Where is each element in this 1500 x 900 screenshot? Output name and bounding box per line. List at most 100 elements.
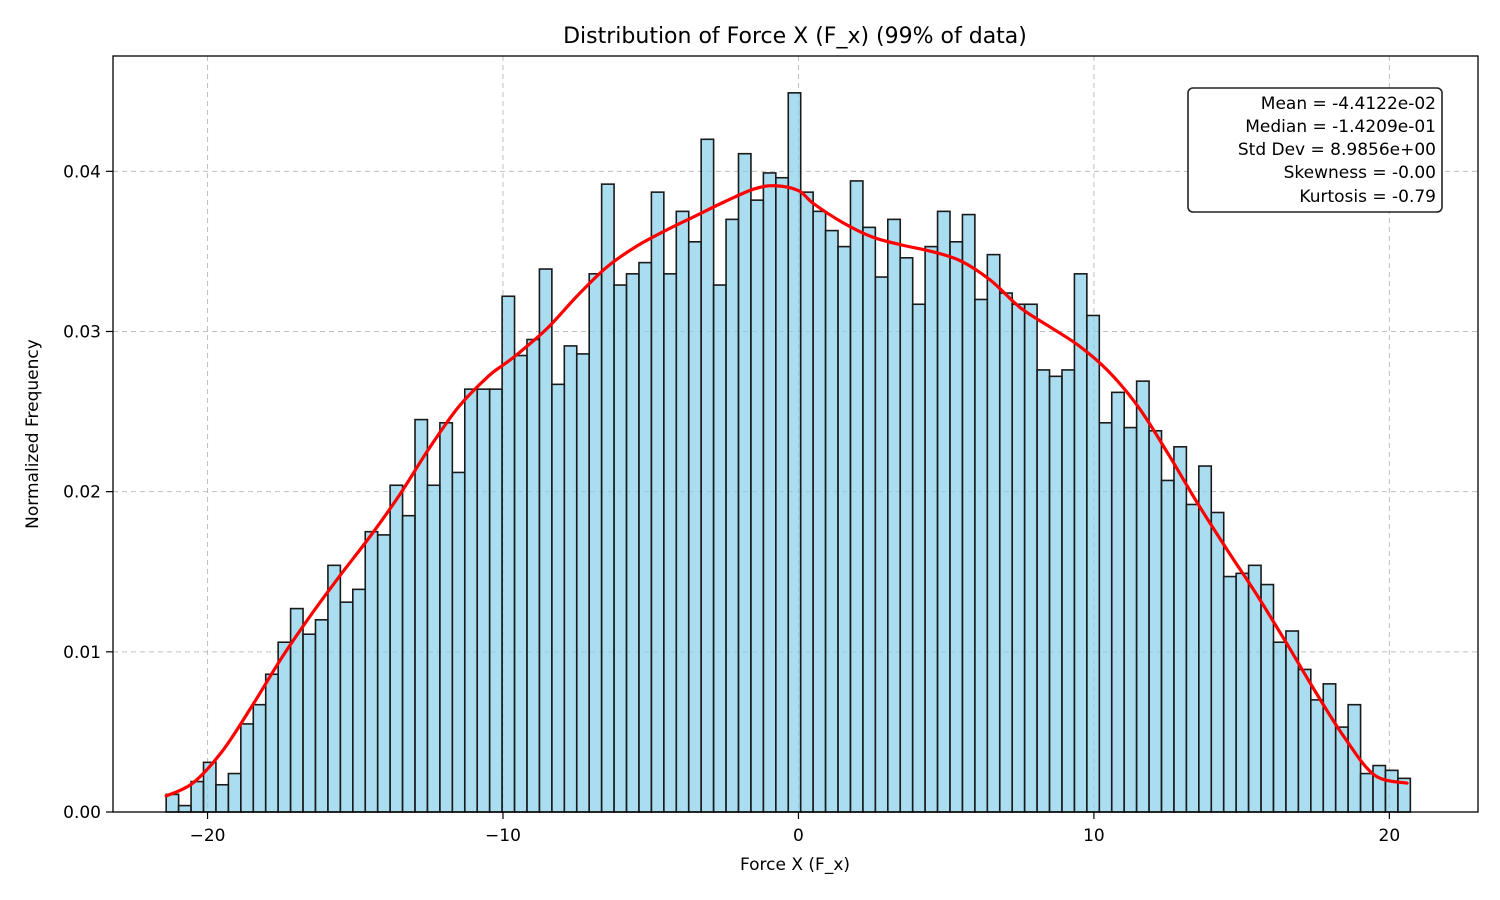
histogram-bar-14 (339, 601, 354, 813)
histogram-bar-19 (401, 514, 416, 813)
histogram-bar-59 (899, 257, 914, 813)
x-tick-label-3: 10 (1083, 826, 1105, 846)
histogram-bar-25 (476, 388, 491, 813)
histogram-bar-7 (252, 703, 267, 813)
x-tick-label-2: 0 (793, 826, 804, 846)
histogram-bar-49 (775, 176, 790, 813)
histogram-bar-73 (1073, 273, 1088, 813)
histogram-bar-32 (563, 345, 578, 813)
histogram-bar-84 (1210, 511, 1225, 813)
histogram-bar-46 (737, 152, 752, 813)
histogram-bar-44 (712, 284, 727, 813)
histogram-bar-87 (1247, 564, 1262, 813)
histogram-bar-21 (426, 484, 441, 813)
histogram-bar-52 (812, 210, 827, 813)
histogram-bar-36 (613, 284, 628, 813)
histogram-bar-26 (488, 388, 503, 813)
y-axis-label: Normalized Frequency (23, 339, 43, 529)
plot-frame (112, 55, 1479, 813)
histogram-bar-50 (787, 92, 802, 813)
histogram-bar-40 (663, 273, 678, 813)
histogram-bar-29 (526, 338, 541, 813)
histogram-bar-2 (190, 780, 205, 813)
histogram-bar-67 (998, 292, 1014, 813)
histogram-bar-85 (1222, 575, 1237, 813)
histogram-bar-35 (600, 183, 615, 813)
histogram-bar-43 (700, 138, 715, 813)
chart-title: Distribution of Force X (F_x) (99% of da… (563, 24, 1027, 49)
x-axis-label: Force X (F_x) (740, 855, 850, 875)
histogram-bar-30 (538, 268, 553, 813)
histogram-bar-79 (1148, 429, 1163, 813)
histogram-bar-69 (1023, 303, 1038, 813)
histogram-bar-65 (974, 298, 989, 813)
histogram-bar-77 (1123, 426, 1138, 813)
stat-skewness: Skewness = -0.00 (1284, 163, 1436, 183)
histogram-bar-75 (1098, 421, 1113, 813)
histogram-bar-6 (240, 723, 255, 813)
histogram-bar-13 (327, 564, 342, 813)
histogram-bar-27 (501, 295, 516, 813)
histogram-bar-93 (1322, 683, 1337, 813)
histogram-bar-16 (364, 530, 379, 813)
histogram-bar-24 (463, 388, 479, 813)
histogram-bar-64 (961, 213, 976, 813)
histogram-bar-53 (824, 229, 839, 813)
y-axis-ticks: 0.00 0.01 0.02 0.03 0.04 (63, 162, 113, 823)
histogram-bar-98 (1384, 769, 1399, 813)
histogram-bar-12 (314, 618, 329, 813)
histogram-bar-15 (352, 588, 367, 813)
histogram-bar-39 (650, 191, 665, 813)
histogram-bar-31 (551, 383, 566, 813)
histogram-bar-9 (277, 641, 292, 813)
histogram-bar-96 (1359, 772, 1374, 813)
histogram-bar-28 (513, 354, 528, 813)
stats-box: Mean = -4.4122e-02 Median = -1.4209e-01 … (1187, 87, 1443, 213)
histogram-bar-74 (1086, 314, 1101, 813)
histogram-bar-70 (1036, 369, 1051, 813)
stat-median: Median = -1.4209e-01 (1245, 117, 1436, 137)
kde-layer (164, 184, 1409, 798)
histogram-bar-45 (725, 218, 740, 813)
stat-kurtosis: Kurtosis = -0.79 (1299, 187, 1436, 207)
x-tick-label-4: 20 (1379, 826, 1401, 846)
histogram-bar-60 (911, 303, 926, 813)
kde-curve (164, 184, 1409, 798)
histogram-bar-71 (1048, 375, 1063, 813)
x-tick-label-1: −10 (485, 826, 521, 846)
stats-box-frame (1187, 87, 1443, 213)
histogram-bar-81 (1173, 446, 1188, 813)
histogram-bar-78 (1135, 380, 1150, 813)
histogram-bar-55 (849, 180, 864, 813)
histogram-bar-47 (750, 199, 765, 813)
histogram-bar-17 (376, 534, 391, 813)
histogram-bar-4 (215, 783, 230, 813)
y-tick-label-4: 0.04 (63, 162, 101, 182)
histogram-bar-33 (575, 353, 590, 813)
histogram-bar-41 (675, 210, 690, 813)
histogram-bar-62 (936, 210, 951, 813)
histogram-bar-22 (439, 421, 454, 813)
histogram-bar-76 (1110, 391, 1125, 813)
histogram-bar-38 (638, 261, 653, 813)
histogram-bar-20 (414, 418, 429, 813)
histogram-bar-58 (886, 218, 902, 813)
histogram-bar-80 (1160, 479, 1175, 813)
histogram-bar-92 (1310, 699, 1325, 813)
histogram-bar-11 (302, 633, 317, 813)
histogram-bar-86 (1235, 572, 1250, 813)
histogram-bar-66 (986, 253, 1001, 813)
stat-mean: Mean = -4.4122e-02 (1261, 94, 1436, 114)
histogram-bar-57 (874, 276, 889, 813)
y-tick-label-1: 0.01 (63, 643, 101, 663)
histogram-bar-34 (588, 273, 603, 813)
histogram-bar-8 (264, 673, 279, 813)
y-tick-label-2: 0.02 (63, 483, 101, 503)
y-tick-label-0: 0.00 (63, 803, 101, 823)
stat-std-dev: Std Dev = 8.9856e+00 (1238, 140, 1436, 160)
histogram-bar-63 (949, 240, 964, 813)
histogram-bar-97 (1372, 764, 1387, 813)
histogram-bar-54 (837, 245, 852, 813)
histogram-bar-68 (1011, 303, 1026, 813)
